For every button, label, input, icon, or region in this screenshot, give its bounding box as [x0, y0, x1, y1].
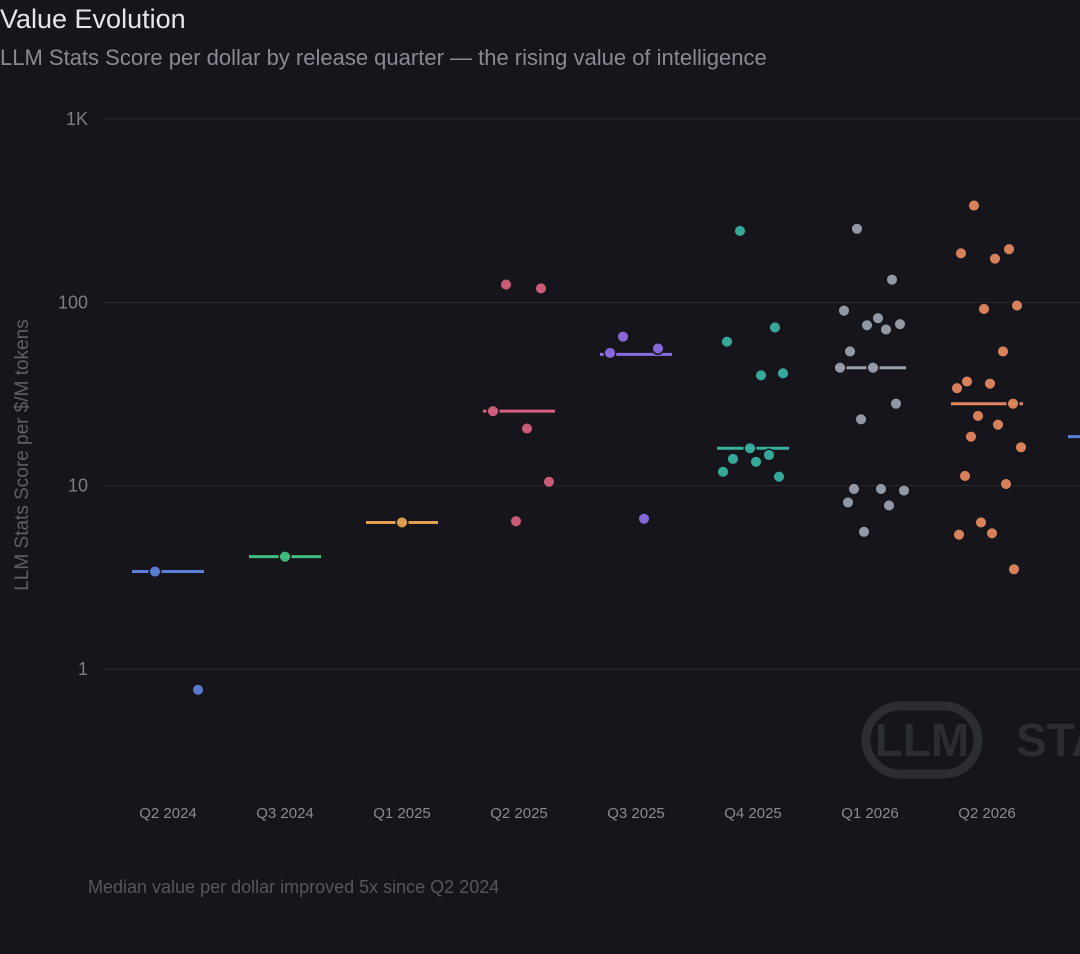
data-point[interactable]	[716, 465, 730, 479]
data-point[interactable]	[509, 514, 523, 528]
data-point[interactable]	[882, 498, 896, 512]
data-point[interactable]	[977, 302, 991, 316]
data-point[interactable]	[520, 421, 534, 436]
data-point[interactable]	[885, 273, 899, 287]
y-tick-label: 1	[78, 659, 88, 679]
data-point[interactable]	[964, 430, 978, 444]
data-point[interactable]	[860, 318, 874, 332]
data-point[interactable]	[971, 409, 985, 423]
chart-subtitle: LLM Stats Score per dollar by release qu…	[0, 45, 767, 70]
data-point[interactable]	[1010, 299, 1024, 313]
watermark-logo-text: LLM	[875, 714, 970, 766]
x-tick-label: Q3 2024	[256, 805, 314, 822]
data-point[interactable]	[749, 455, 763, 469]
data-point[interactable]	[850, 222, 864, 236]
data-point[interactable]	[1006, 397, 1020, 411]
data-point[interactable]	[733, 224, 747, 238]
y-axis-ticks: 1 10 100 1K	[58, 109, 88, 679]
data-point[interactable]	[991, 418, 1005, 432]
data-point[interactable]	[720, 335, 734, 349]
data-point[interactable]	[866, 361, 880, 375]
data-point[interactable]	[950, 381, 964, 395]
data-point[interactable]	[148, 565, 162, 579]
data-point[interactable]	[897, 484, 911, 498]
data-point[interactable]	[843, 344, 857, 358]
data-point[interactable]	[999, 477, 1013, 491]
x-tick-label: Q3 2025	[607, 805, 665, 822]
x-tick-label: Q1 2026	[841, 805, 899, 822]
data-point[interactable]	[974, 515, 988, 530]
data-point[interactable]	[637, 512, 651, 526]
data-point[interactable]	[776, 366, 790, 380]
data-point[interactable]	[967, 199, 981, 213]
data-point[interactable]	[278, 550, 292, 564]
data-point[interactable]	[847, 482, 861, 496]
data-point[interactable]	[768, 320, 782, 334]
data-point[interactable]	[996, 344, 1010, 358]
data-points	[148, 199, 1028, 697]
x-tick-label: Q4 2025	[724, 805, 782, 822]
x-tick-label: Q2 2025	[490, 805, 548, 822]
data-point[interactable]	[889, 397, 903, 411]
data-point[interactable]	[395, 515, 409, 530]
data-point[interactable]	[841, 495, 855, 509]
data-point[interactable]	[542, 475, 556, 489]
watermark-trailing-text: STA	[1016, 714, 1080, 766]
data-point[interactable]	[893, 317, 907, 331]
data-point[interactable]	[857, 525, 871, 539]
data-point[interactable]	[874, 482, 888, 496]
data-point[interactable]	[772, 470, 786, 484]
data-point[interactable]	[983, 377, 997, 391]
data-point[interactable]	[651, 341, 665, 356]
data-point[interactable]	[985, 526, 999, 540]
x-tick-label: Q2 2024	[139, 805, 197, 822]
data-point[interactable]	[1007, 562, 1021, 576]
y-tick-label: 10	[68, 476, 88, 496]
y-gridlines	[104, 118, 1080, 670]
data-point[interactable]	[754, 368, 768, 382]
x-axis-labels: Q2 2024 Q3 2024 Q1 2025 Q2 2025 Q3 2025 Q4 20…	[139, 805, 1016, 822]
llm-stats-watermark: LLM STA	[861, 701, 1080, 779]
data-point[interactable]	[1002, 242, 1016, 256]
median-lines	[132, 352, 1080, 574]
data-point[interactable]	[726, 452, 740, 466]
data-point[interactable]	[988, 252, 1002, 266]
data-point[interactable]	[743, 441, 757, 455]
data-point[interactable]	[833, 361, 847, 375]
data-point[interactable]	[954, 246, 968, 260]
chart-title: Value Evolution	[0, 4, 186, 34]
data-point[interactable]	[958, 469, 972, 483]
data-point[interactable]	[534, 281, 548, 296]
y-axis-title: LLM Stats Score per $/M tokens	[12, 319, 33, 590]
data-point[interactable]	[854, 412, 868, 426]
data-point[interactable]	[616, 330, 630, 344]
y-tick-label: 1K	[66, 109, 88, 129]
data-point[interactable]	[837, 304, 851, 318]
watermark-logo-pill	[861, 701, 983, 779]
data-point[interactable]	[486, 404, 500, 418]
data-point[interactable]	[191, 683, 205, 697]
data-point[interactable]	[871, 311, 885, 325]
data-point[interactable]	[499, 278, 513, 292]
y-tick-label: 100	[58, 292, 88, 312]
data-point[interactable]	[960, 374, 974, 389]
data-point[interactable]	[762, 448, 776, 462]
data-point[interactable]	[879, 323, 893, 337]
data-point[interactable]	[603, 346, 617, 360]
data-point[interactable]	[1014, 440, 1028, 454]
x-tick-label: Q2 2026	[958, 805, 1016, 822]
x-tick-label: Q1 2025	[373, 805, 431, 822]
footnote: Median value per dollar improved 5x sinc…	[88, 877, 500, 897]
data-point[interactable]	[952, 528, 966, 542]
